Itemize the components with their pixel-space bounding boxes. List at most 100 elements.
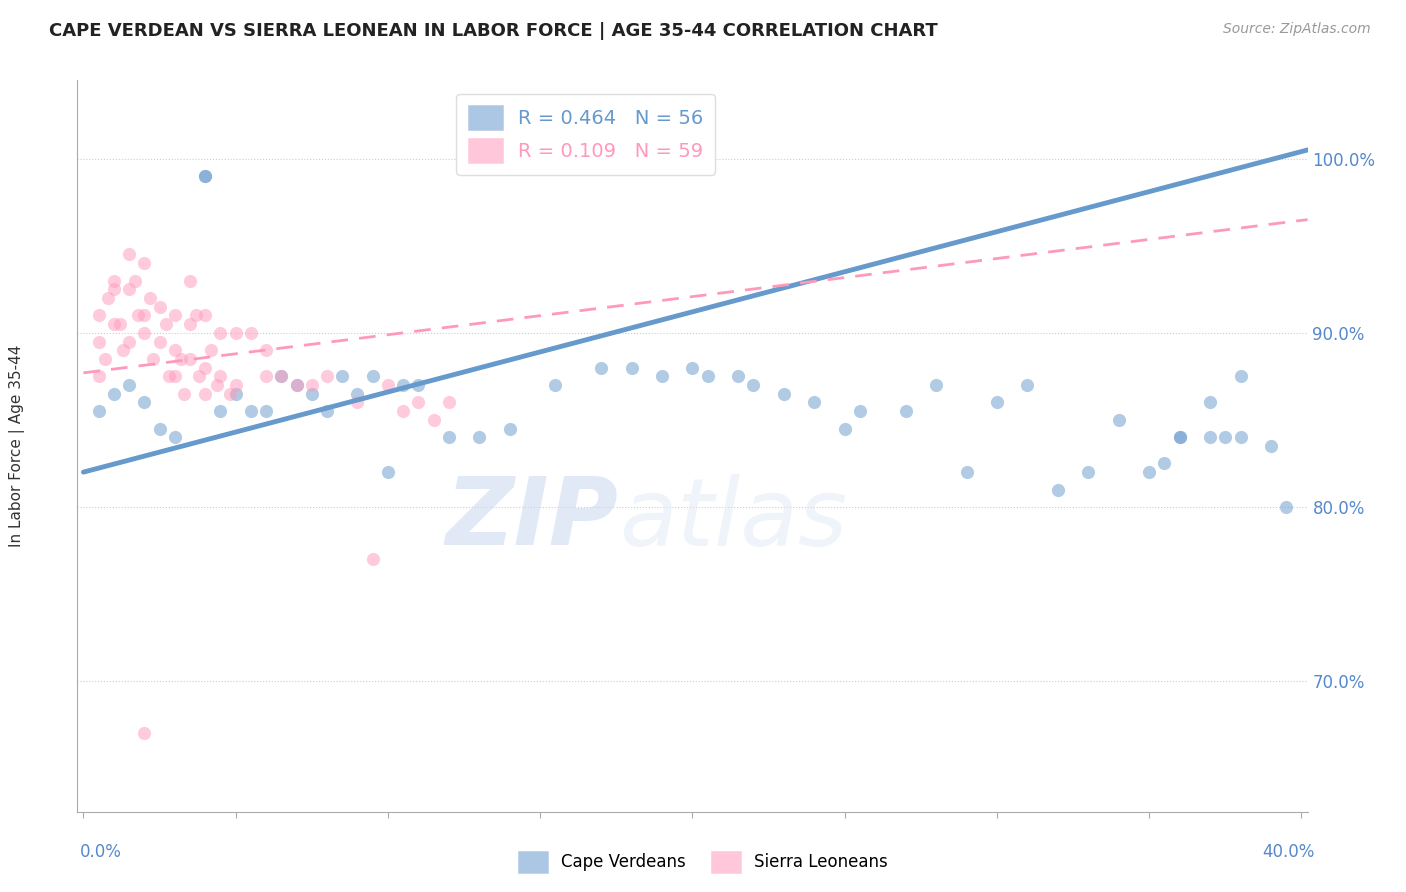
Point <box>87 334 110 349</box>
Point <box>108 317 131 331</box>
Point <box>170 351 193 366</box>
Point <box>408 395 430 409</box>
Point <box>163 343 186 358</box>
Point <box>986 395 1008 409</box>
Point <box>173 386 195 401</box>
Point <box>727 369 749 384</box>
Point <box>270 369 292 384</box>
Text: 0.0%: 0.0% <box>80 843 122 861</box>
Point <box>1168 430 1191 444</box>
Point <box>682 360 704 375</box>
Point <box>437 395 460 409</box>
Point <box>1153 457 1175 471</box>
Point <box>499 421 522 435</box>
Point <box>1229 369 1251 384</box>
Point <box>377 465 399 479</box>
Point <box>118 334 141 349</box>
Point <box>194 169 217 183</box>
Point <box>1260 439 1282 453</box>
Point <box>155 317 177 331</box>
Point <box>93 351 115 366</box>
Point <box>301 378 323 392</box>
Point <box>225 326 247 340</box>
Point <box>1137 465 1160 479</box>
Point <box>301 386 323 401</box>
Point <box>894 404 917 418</box>
Point <box>1229 430 1251 444</box>
Point <box>124 274 146 288</box>
Point <box>163 369 186 384</box>
Point <box>134 326 156 340</box>
Point <box>392 404 415 418</box>
Point <box>1275 500 1298 514</box>
Text: atlas: atlas <box>619 474 846 565</box>
Text: In Labor Force | Age 35-44: In Labor Force | Age 35-44 <box>8 345 25 547</box>
Point <box>422 413 444 427</box>
Point <box>148 334 170 349</box>
Point <box>163 430 186 444</box>
Point <box>772 386 794 401</box>
Point <box>254 369 277 384</box>
Point <box>468 430 491 444</box>
Point <box>148 421 170 435</box>
Point <box>316 404 339 418</box>
Point <box>179 351 201 366</box>
Point <box>194 309 217 323</box>
Point <box>361 369 384 384</box>
Point <box>346 395 368 409</box>
Point <box>361 552 384 566</box>
Point <box>200 343 222 358</box>
Point <box>330 369 353 384</box>
Point <box>157 369 180 384</box>
Legend: R = 0.464   N = 56, R = 0.109   N = 59: R = 0.464 N = 56, R = 0.109 N = 59 <box>456 94 716 175</box>
Point <box>179 274 201 288</box>
Point <box>118 378 141 392</box>
Point <box>591 360 613 375</box>
Point <box>87 369 110 384</box>
Text: Source: ZipAtlas.com: Source: ZipAtlas.com <box>1223 22 1371 37</box>
Point <box>285 378 308 392</box>
Point <box>651 369 673 384</box>
Point <box>225 378 247 392</box>
Point <box>285 378 308 392</box>
Point <box>239 326 262 340</box>
Point <box>696 369 718 384</box>
Point <box>87 404 110 418</box>
Point <box>620 360 643 375</box>
Point <box>148 300 170 314</box>
Point <box>111 343 134 358</box>
Point <box>218 386 240 401</box>
Point <box>437 430 460 444</box>
Point <box>1168 430 1191 444</box>
Point <box>1199 430 1222 444</box>
Point <box>1077 465 1099 479</box>
Point <box>742 378 765 392</box>
Point <box>127 309 149 323</box>
Point <box>184 309 207 323</box>
Point <box>834 421 856 435</box>
Point <box>209 404 232 418</box>
Point <box>377 378 399 392</box>
Point <box>142 351 165 366</box>
Point <box>316 369 339 384</box>
Point <box>118 282 141 296</box>
Point <box>188 369 211 384</box>
Point <box>134 309 156 323</box>
Point <box>103 317 125 331</box>
Point <box>134 256 156 270</box>
Point <box>254 404 277 418</box>
Point <box>254 343 277 358</box>
Text: ZIP: ZIP <box>446 473 619 566</box>
Point <box>209 369 232 384</box>
Point <box>97 291 120 305</box>
Point <box>1215 430 1237 444</box>
Point <box>1199 395 1222 409</box>
Point <box>163 309 186 323</box>
Point <box>239 404 262 418</box>
Point <box>1046 483 1069 497</box>
Point <box>194 360 217 375</box>
Point <box>209 326 232 340</box>
Point <box>1108 413 1130 427</box>
Point <box>179 317 201 331</box>
Point <box>134 726 156 740</box>
